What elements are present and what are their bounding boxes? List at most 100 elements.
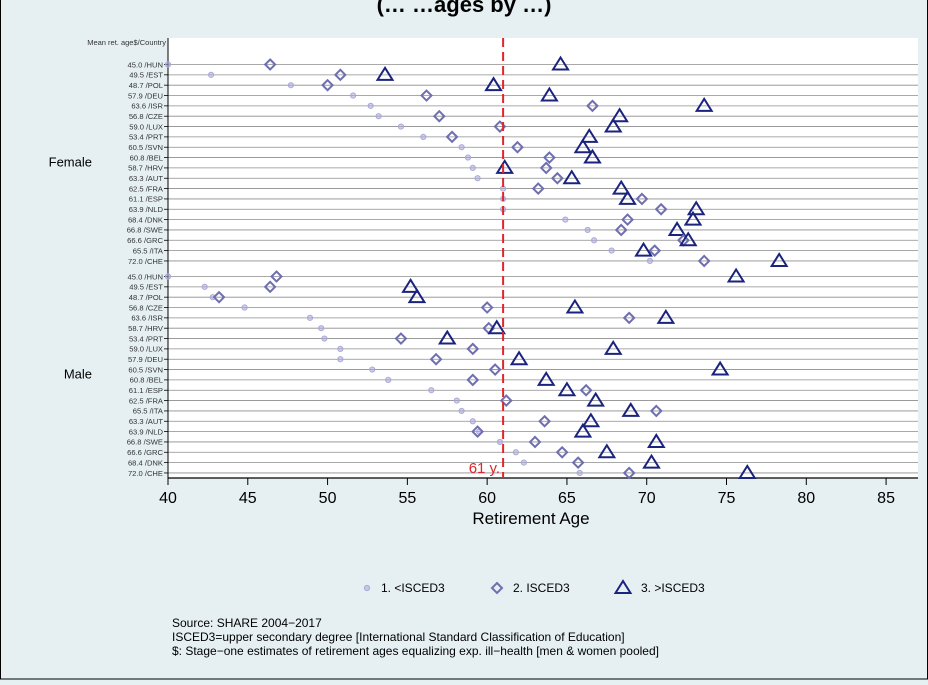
marker-high <box>769 252 789 267</box>
marker-high <box>656 308 676 324</box>
marker-low <box>369 366 376 373</box>
marker-low <box>337 356 344 363</box>
group-label-male: Male <box>64 367 92 382</box>
row-label: 60.8 /BEL <box>130 153 163 162</box>
row-label: 66.8 /SWE <box>127 438 163 447</box>
x-tick-label: 75 <box>718 490 736 507</box>
row-label: 49.5 /EST <box>129 71 163 80</box>
marker-high <box>737 464 757 479</box>
marker-mid <box>586 99 599 113</box>
marker-low <box>397 123 405 130</box>
marker-high <box>603 339 623 355</box>
marker-low <box>350 92 357 99</box>
marker-low <box>458 407 465 415</box>
marker-mid <box>635 192 649 206</box>
marker-low <box>520 459 527 466</box>
marker-low <box>367 102 374 109</box>
row-label: 65.5 /ITA <box>133 246 164 255</box>
marker-low <box>428 387 435 394</box>
marker-mid <box>622 311 636 325</box>
marker-low <box>375 113 382 120</box>
marker-high <box>686 200 706 216</box>
marker-mid <box>480 301 494 314</box>
marker-mid <box>270 270 283 283</box>
marker-high <box>484 76 503 92</box>
row-label: 62.5 /FRA <box>129 184 164 193</box>
marker-mid <box>697 254 711 268</box>
marker-low <box>385 376 392 383</box>
marker-high <box>495 159 515 174</box>
x-tick-label: 80 <box>797 490 815 507</box>
legend-label-high: 3. >ISCED3 <box>641 581 705 595</box>
marker-mid <box>263 280 277 294</box>
marker-low <box>164 61 172 68</box>
marker-high <box>579 127 599 143</box>
title-fragment: (… …ages by …) <box>377 0 552 17</box>
row-label: 61.1 /ESP <box>129 386 163 395</box>
marker-low <box>590 237 598 244</box>
row-label: 58.7 /HRV <box>128 324 164 333</box>
marker-low <box>337 345 344 352</box>
marker-high <box>597 443 617 459</box>
x-axis-title: Retirement Age <box>472 509 589 528</box>
marker-mid <box>420 89 433 102</box>
x-tick-label: 85 <box>877 490 895 507</box>
row-label: 53.4 /PRT <box>129 334 163 343</box>
row-label: 53.4 /PRT <box>129 133 163 142</box>
marker-mid <box>555 445 569 459</box>
marker-high <box>694 96 714 112</box>
row-header: Mean ret. age$/Country <box>87 38 166 47</box>
marker-high <box>407 288 427 304</box>
marker-mid <box>471 425 484 439</box>
marker-low <box>241 304 248 311</box>
marker-high <box>611 179 631 195</box>
marker-high <box>683 210 703 226</box>
marker-low <box>512 449 519 456</box>
marker-low <box>576 469 583 477</box>
row-label: 63.9 /NLD <box>129 427 164 436</box>
marker-high <box>401 277 420 293</box>
row-label: 60.5 /SVN <box>128 143 163 152</box>
row-label: 45.0 /HUN <box>128 272 163 281</box>
x-tick-label: 40 <box>159 490 177 507</box>
marker-high <box>621 402 641 417</box>
marker-mid <box>321 78 334 92</box>
row-label: 48.7 /POL <box>129 293 163 302</box>
marker-mid <box>432 109 446 123</box>
legend-marker-high <box>613 579 633 594</box>
marker-high <box>509 350 529 366</box>
marker-low <box>207 71 215 78</box>
marker-low <box>453 397 460 404</box>
marker-low <box>584 226 591 234</box>
marker-mid <box>429 352 443 366</box>
legend-marker-low <box>363 584 371 592</box>
source-note: Source: SHARE 2004−2017 <box>172 616 322 630</box>
row-label: 61.1 /ESP <box>129 195 163 204</box>
marker-mid <box>648 244 662 258</box>
marker-high <box>551 55 570 71</box>
legend-marker-mid <box>490 581 504 595</box>
row-label: 48.7 /POL <box>129 81 163 90</box>
marker-high <box>573 138 593 154</box>
legend-label-mid: 2. ISCED3 <box>513 581 570 595</box>
marker-mid <box>579 383 593 397</box>
marker-high <box>437 329 457 345</box>
marker-mid <box>654 202 668 216</box>
marker-high <box>634 241 653 257</box>
marker-mid <box>488 363 502 376</box>
marker-mid <box>511 140 524 154</box>
marker-high <box>375 65 395 81</box>
marker-mid <box>649 404 663 418</box>
row-label: 68.4 /DNK <box>128 215 163 224</box>
marker-high <box>710 360 730 376</box>
row-label: 56.8 /CZE <box>129 303 163 312</box>
marker-high <box>642 453 661 469</box>
row-label: 68.4 /DNK <box>128 458 163 467</box>
row-label: 45.0 /HUN <box>128 60 163 69</box>
marker-mid <box>539 161 553 175</box>
marker-low <box>469 418 476 425</box>
row-label: 56.8 /CZE <box>129 112 163 121</box>
estimate-note: $: Stage−one estimates of retirement age… <box>172 644 659 658</box>
